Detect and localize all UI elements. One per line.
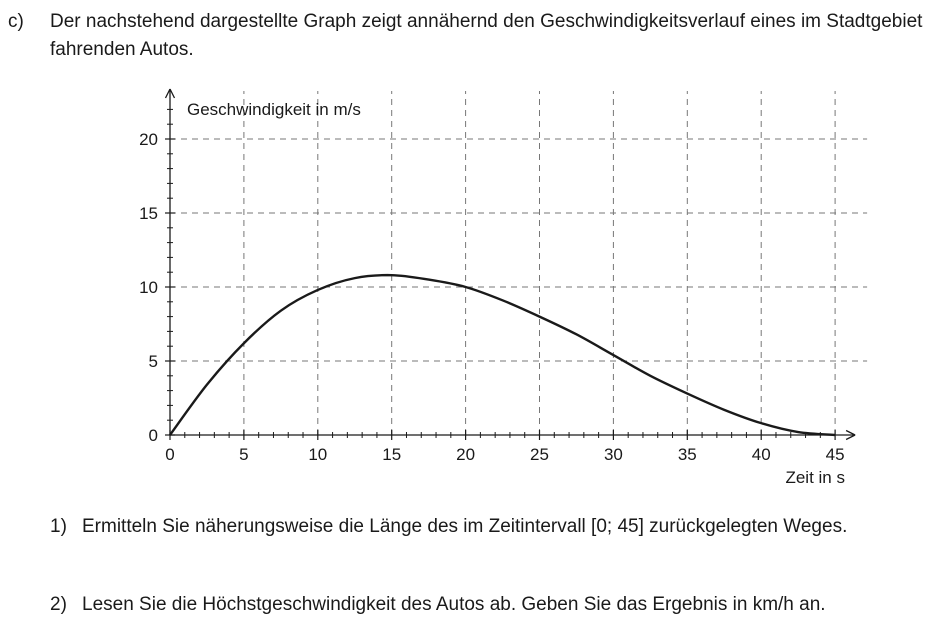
- y-tick-label: 0: [149, 426, 158, 445]
- question-number: 1): [50, 516, 67, 537]
- task-label: c): [8, 11, 24, 32]
- x-tick-label: 10: [308, 445, 327, 464]
- grid-layer: [170, 91, 868, 435]
- question-number: 2): [50, 594, 67, 615]
- question-text: Ermitteln Sie näherungsweise die Länge d…: [82, 516, 848, 537]
- series-layer: [169, 273, 836, 437]
- speed-curve: [169, 273, 836, 437]
- question-1: 1) Ermitteln Sie näherungsweise die Läng…: [50, 513, 940, 541]
- y-tick-label: 10: [139, 278, 158, 297]
- x-tick-label: 30: [604, 445, 623, 464]
- y-tick-label: 5: [149, 352, 158, 371]
- y-tick-label: 15: [139, 204, 158, 223]
- ticks-layer: 0 5 10 15 20 25 30 35 40 45 0 5 10 15 20: [139, 130, 844, 464]
- speed-chart: 0 5 10 15 20 25 30 35 40 45 0 5 10 15 20 Geschwindigke…: [139, 88, 868, 487]
- x-tick-label: 40: [752, 445, 771, 464]
- x-tick-label: 35: [678, 445, 697, 464]
- task-intro: Der nachstehend dargestellte Graph zeigt…: [50, 8, 940, 64]
- x-axis-arrow: [845, 429, 856, 441]
- y-tick-label: 20: [139, 130, 158, 149]
- x-tick-label: 45: [826, 445, 845, 464]
- intro-text: Der nachstehend dargestellte Graph zeigt…: [50, 11, 923, 60]
- y-axis-label: Geschwindigkeit in m/s: [187, 100, 361, 119]
- question-text: Lesen Sie die Höchstgeschwindigkeit des …: [82, 594, 826, 615]
- x-tick-label: 25: [530, 445, 549, 464]
- x-tick-label: 20: [456, 445, 475, 464]
- x-tick-label: 15: [382, 445, 401, 464]
- x-axis-label: Zeit in s: [785, 468, 845, 487]
- question-2: 2) Lesen Sie die Höchstgeschwindigkeit d…: [50, 591, 940, 619]
- x-tick-label: 5: [239, 445, 248, 464]
- x-tick-label: 0: [165, 445, 174, 464]
- axes-layer: [164, 88, 856, 441]
- y-axis-arrow: [164, 88, 176, 99]
